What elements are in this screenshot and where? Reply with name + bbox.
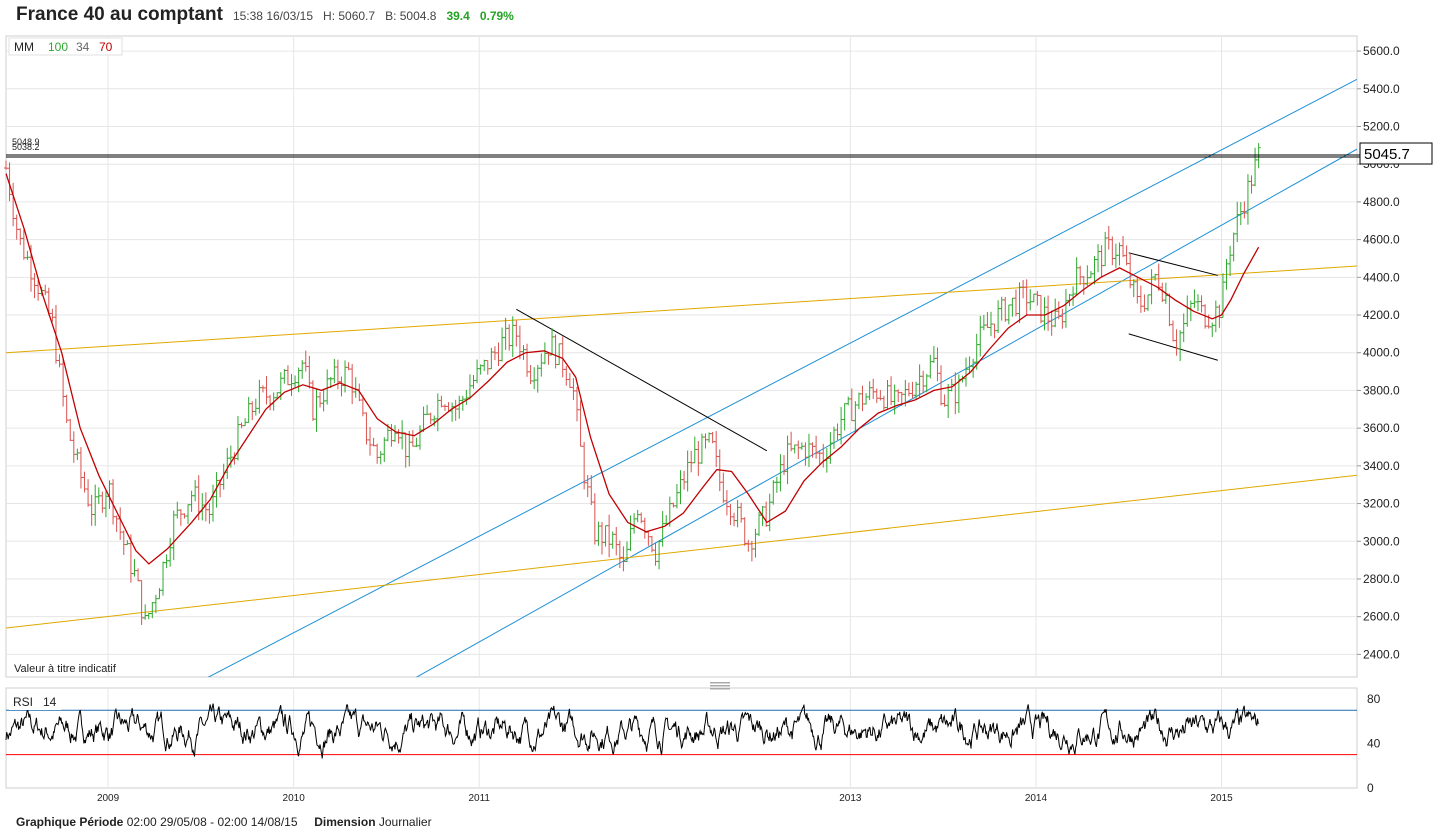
rsi-y-tick-label: 80: [1367, 692, 1381, 706]
y-tick-label: 4400.0: [1363, 270, 1400, 284]
y-tick-label: 3800.0: [1363, 383, 1400, 397]
y-tick-label: 4200.0: [1363, 308, 1400, 322]
chart-footer: Graphique Période 02:00 29/05/08 - 02:00…: [16, 815, 432, 829]
last-price-box: [1359, 142, 1433, 165]
x-tick-label: 2010: [283, 793, 306, 804]
legend-box: [8, 37, 123, 56]
main-panel-frame: [5, 35, 1358, 678]
rsi-legend-period: 14: [43, 695, 57, 709]
y-tick-label: 2800.0: [1363, 572, 1400, 586]
last-price-label: 5045.7: [1364, 146, 1410, 163]
rsi-line: [5, 703, 1259, 759]
rsi-indicator: [5, 703, 1357, 759]
dimension-value: Journalier: [378, 815, 432, 829]
instrument-title: France 40 au comptant: [16, 4, 223, 25]
trend-line: [1128, 252, 1218, 276]
quote-change: 39.4: [446, 9, 470, 23]
y-tick-label: 4800.0: [1363, 195, 1400, 209]
y-tick-label: 4600.0: [1363, 233, 1400, 247]
grid: [6, 36, 1357, 788]
x-tick-label: 2013: [839, 793, 862, 804]
y-tick-label: 2600.0: [1363, 610, 1400, 624]
ma-line: [5, 173, 1260, 565]
y-tick-label: 4000.0: [1363, 346, 1400, 360]
trend-line: [207, 78, 1357, 677]
y-tick-label: 3400.0: [1363, 459, 1400, 473]
trend-line: [415, 148, 1357, 677]
y-tick-label: 5400.0: [1363, 82, 1400, 96]
period-label: Graphique Période: [16, 815, 124, 829]
horizontal-levels: [6, 154, 1432, 158]
rsi-y-tick-label: 0: [1367, 781, 1374, 795]
ma-legend-period-1: 100: [48, 40, 68, 54]
trend-line: [516, 308, 768, 452]
axes: 2009 2010 2011 2013 2014 2015 2400.0 2600.0 2800…: [97, 44, 1400, 804]
y-tick-label: 2400.0: [1363, 647, 1400, 661]
quote-high: H: 5060.7: [323, 9, 376, 23]
quote-bid: B: 5004.8: [385, 9, 437, 23]
trend-line: [6, 474, 1357, 629]
rsi-panel-frame: [5, 687, 1358, 789]
y-tick-label: 5600.0: [1363, 44, 1400, 58]
y-tick-label: 3000.0: [1363, 534, 1400, 548]
x-tick-label: 2011: [468, 793, 490, 804]
trend-line: [6, 265, 1357, 354]
y-tick-label: 5200.0: [1363, 119, 1400, 133]
y-tick-label: 3200.0: [1363, 497, 1400, 511]
chart-header: France 40 au comptant 15:38 16/03/15 H: …: [16, 4, 514, 30]
rsi-y-tick-label: 40: [1367, 737, 1381, 751]
trend-line: [1128, 333, 1218, 361]
trend-lines: [6, 78, 1357, 677]
rsi-legend-box: [9, 693, 61, 710]
x-tick-label: 2014: [1025, 793, 1048, 804]
ma-legend-label: MM: [14, 40, 34, 54]
panel-resize-handle[interactable]: [710, 682, 730, 690]
x-tick-label: 2015: [1210, 793, 1233, 804]
disclaimer-text: Valeur à titre indicatif: [14, 663, 117, 675]
y-tick-label: 3600.0: [1363, 421, 1400, 435]
rsi-legend-label: RSI: [13, 695, 33, 709]
level-label-1: 5048.9: [12, 137, 40, 147]
x-tick-label: 2009: [97, 793, 120, 804]
candles: [4, 143, 1261, 625]
dimension-label: Dimension: [314, 815, 376, 829]
quote-change-pct: 0.79%: [479, 9, 514, 23]
ma-legend-period-3: 70: [99, 40, 113, 54]
ma-legend-period-2: 34: [76, 40, 90, 54]
level-label-2: 5038.2: [12, 142, 40, 152]
period-value: 02:00 29/05/08 - 02:00 14/08/15: [126, 815, 298, 829]
moving-average: [5, 173, 1260, 565]
quote-time: 15:38 16/03/15: [232, 9, 314, 23]
